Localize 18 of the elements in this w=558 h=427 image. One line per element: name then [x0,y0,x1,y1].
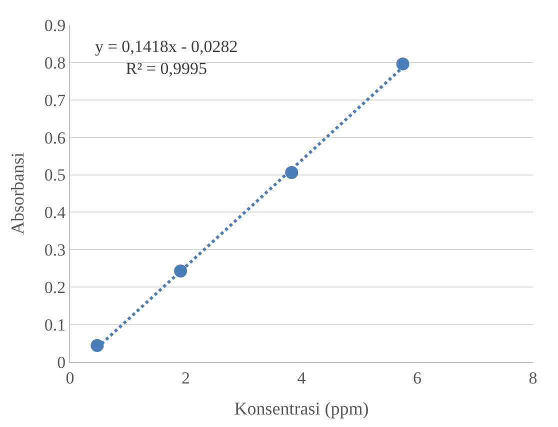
y-tick-label: 0.5 [44,166,66,185]
y-tick-label: 0.3 [44,240,66,260]
y-tick-label: 0.7 [44,90,66,110]
x-tick-label: 4 [297,368,306,388]
y-tick-label: 0.1 [44,316,66,335]
point [396,57,410,70]
y-tick-label: 0.8 [44,53,66,72]
x-tick-label: 2 [182,368,190,388]
y-axis-title: Absorbansi [8,152,28,234]
y-tick-label: 0.9 [44,16,66,35]
y-tick-label: 0.4 [44,203,66,222]
x-tick-label: 8 [528,368,538,388]
annotation: y = 0,1418x - 0,0282 R² = 0,9995 [95,37,238,78]
y-tick-label: 0 [57,352,66,372]
y-tick-label: 0.2 [44,278,66,298]
x-axis-title: Konsentrasi (ppm) [234,398,369,418]
x-tick-label: 6 [413,368,422,388]
y-tick-label: 0.6 [44,128,66,148]
